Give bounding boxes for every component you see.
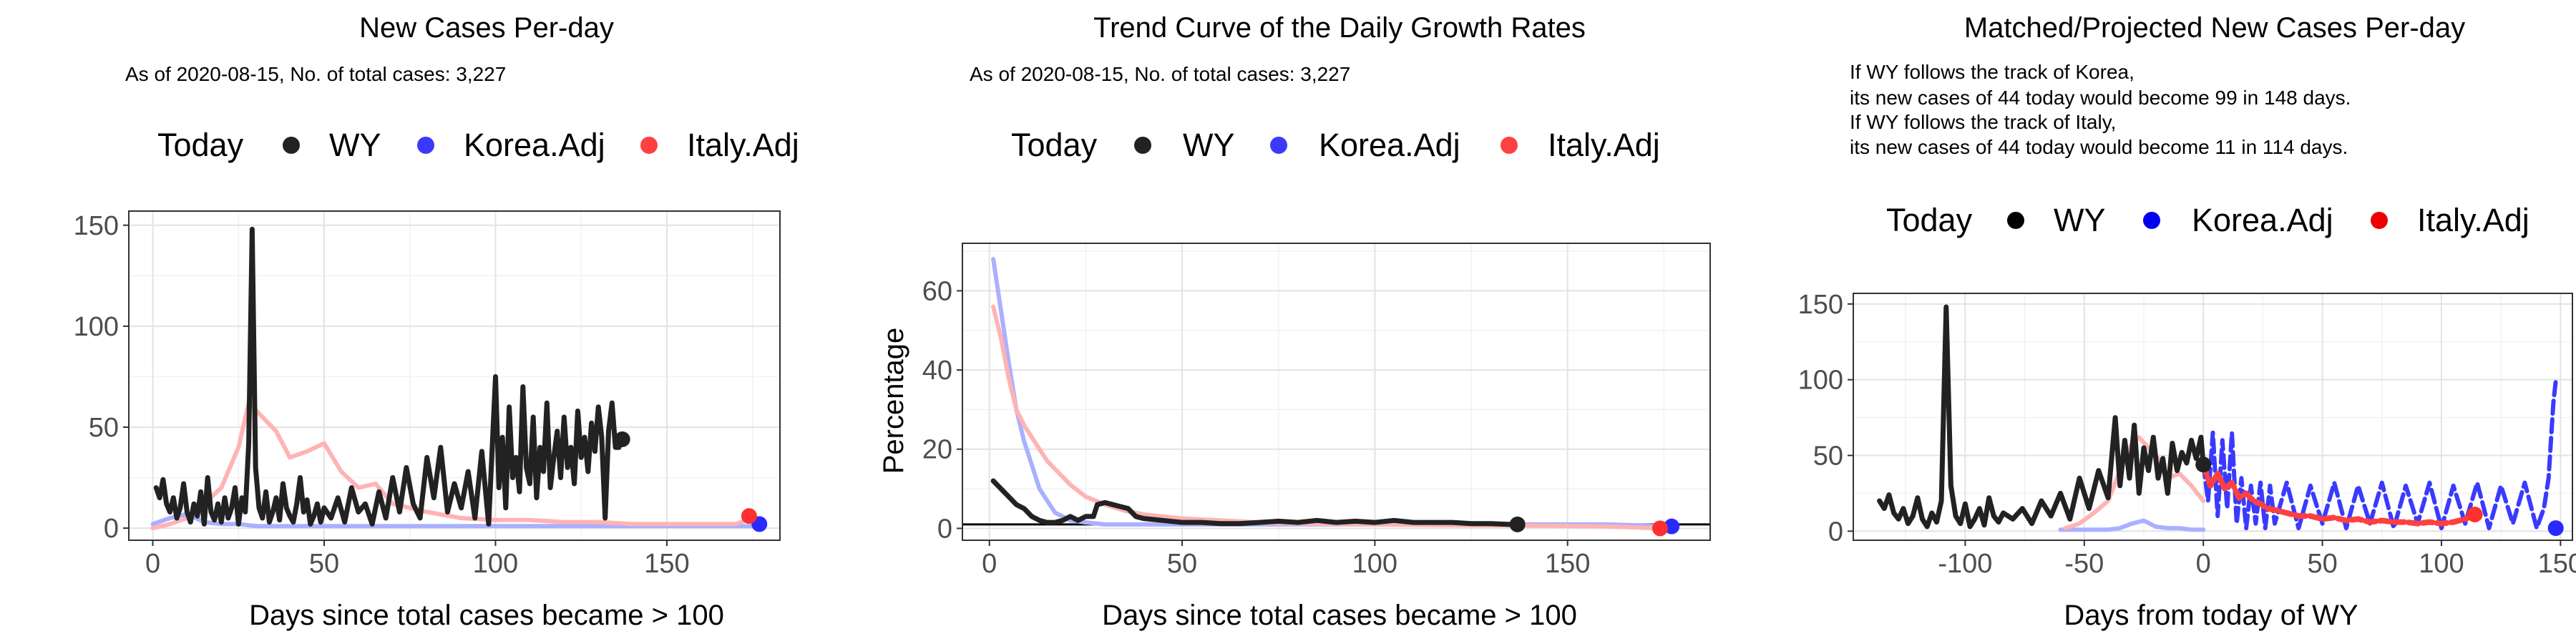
chart3-title: Matched/Projected New Cases Per-day bbox=[1964, 12, 2465, 44]
panel-border bbox=[128, 210, 781, 541]
y-tick-label: 0 bbox=[937, 514, 952, 544]
y-tick-label: 50 bbox=[89, 413, 119, 443]
today-point-korea-adj bbox=[2547, 520, 2564, 537]
y-tick-label: 100 bbox=[1798, 366, 1843, 396]
y-tick-label: 150 bbox=[1798, 290, 1843, 320]
legend2-wy-marker bbox=[1134, 137, 1151, 154]
panel-border bbox=[962, 243, 1711, 541]
legend2-italy-marker bbox=[1501, 137, 1518, 154]
chart3-plot: -100 -50 0 50 100 150 0 50 100 150 bbox=[1798, 290, 2576, 579]
legend2-korea-marker bbox=[1270, 137, 1287, 154]
today-point-italy-adj bbox=[741, 508, 757, 525]
today-point-italy-adj bbox=[1652, 520, 1668, 537]
series-italy-adj-line bbox=[150, 401, 755, 531]
chart1-title: New Cases Per-day bbox=[359, 12, 614, 44]
series-korea-adj-line bbox=[2058, 518, 2206, 532]
series-italy-adj-projected-line bbox=[2200, 462, 2478, 527]
series-italy-adj-line bbox=[2063, 435, 2206, 531]
legend1-italy-marker bbox=[640, 137, 658, 154]
chart1-legend: Today WY Korea.Adj Italy.Adj bbox=[157, 127, 799, 163]
x-tick-label: -100 bbox=[1938, 549, 1992, 579]
x-tick-label: 150 bbox=[1545, 549, 1590, 579]
chart2-subtitle: As of 2020-08-15, No. of total cases: 3,… bbox=[970, 63, 1350, 85]
legend3-italy-marker bbox=[2371, 212, 2388, 229]
chart1-xlabel: Days since total cases became > 100 bbox=[249, 600, 724, 631]
legend2-italy-label: Italy.Adj bbox=[1548, 127, 1660, 163]
legend2-wy-label: WY bbox=[1183, 127, 1235, 163]
chart3-subtitle-line2: its new cases of 44 today would become 9… bbox=[1850, 87, 2351, 109]
legend3-wy-marker bbox=[2007, 212, 2024, 229]
legend1-italy-label: Italy.Adj bbox=[687, 127, 799, 163]
series-wy-line bbox=[153, 226, 625, 527]
chart2-ylabel: Percentage bbox=[878, 328, 909, 474]
x-tick-label: 0 bbox=[982, 549, 997, 579]
x-tick-label: 0 bbox=[145, 549, 160, 579]
series-wy-line bbox=[990, 478, 1521, 527]
y-tick-label: 40 bbox=[922, 356, 952, 386]
x-tick-label: 150 bbox=[2538, 549, 2576, 579]
panel-border bbox=[1853, 293, 2573, 541]
x-tick-label: 50 bbox=[309, 549, 339, 579]
today-point-wy bbox=[1509, 516, 1526, 532]
legend1-korea-marker bbox=[417, 137, 434, 154]
series-italy-adj-line bbox=[991, 304, 1662, 531]
legend3-korea-marker bbox=[2143, 212, 2160, 229]
chart2-legend: Today WY Korea.Adj Italy.Adj bbox=[1011, 127, 1660, 163]
today-point-wy bbox=[2195, 457, 2212, 473]
series-wy-line bbox=[1877, 304, 2206, 530]
today-point-italy-adj bbox=[2467, 507, 2483, 523]
chart3-legend: Today WY Korea.Adj Italy.Adj bbox=[1886, 202, 2529, 238]
legend3-wy-label: WY bbox=[2054, 202, 2106, 238]
y-tick-label: 150 bbox=[74, 211, 119, 241]
legend3-korea-label: Korea.Adj bbox=[2192, 202, 2333, 238]
x-tick-label: 0 bbox=[2196, 549, 2211, 579]
x-tick-label: 100 bbox=[2419, 549, 2464, 579]
legend1-wy-marker bbox=[283, 137, 300, 154]
today-point-wy bbox=[614, 431, 630, 447]
y-tick-label: 100 bbox=[74, 312, 119, 342]
series-korea-adj-projected-line bbox=[2201, 379, 2558, 531]
x-tick-label: -50 bbox=[2064, 549, 2104, 579]
chart2-xlabel: Days since total cases became > 100 bbox=[1102, 600, 1577, 631]
today-point-korea-adj bbox=[1664, 518, 1680, 535]
chart1-plot: 0 50 100 150 0 50 100 150 bbox=[74, 210, 781, 579]
panel-projected-cases: Matched/Projected New Cases Per-day If W… bbox=[1798, 12, 2576, 631]
legend1-wy-label: WY bbox=[329, 127, 381, 163]
chart3-subtitle-line4: its new cases of 44 today would become 1… bbox=[1850, 136, 2348, 158]
chart2-plot: 0 50 100 150 0 20 40 60 bbox=[922, 243, 1711, 579]
legend2-korea-label: Korea.Adj bbox=[1319, 127, 1460, 163]
x-tick-label: 150 bbox=[644, 549, 689, 579]
y-tick-label: 50 bbox=[1813, 441, 1843, 471]
chart2-title: Trend Curve of the Daily Growth Rates bbox=[1093, 12, 1586, 44]
legend3-title: Today bbox=[1886, 202, 1973, 238]
legend2-title: Today bbox=[1011, 127, 1098, 163]
x-tick-label: 100 bbox=[473, 549, 518, 579]
chart3-xlabel: Days from today of WY bbox=[2064, 600, 2358, 631]
chart3-subtitle-line3: If WY follows the track of Italy, bbox=[1850, 111, 2116, 133]
x-tick-label: 50 bbox=[1167, 549, 1197, 579]
y-tick-label: 20 bbox=[922, 435, 952, 465]
series-korea-adj-line bbox=[991, 257, 1674, 529]
x-tick-label: 100 bbox=[1352, 549, 1397, 579]
legend1-korea-label: Korea.Adj bbox=[464, 127, 605, 163]
x-tick-label: 50 bbox=[2307, 549, 2337, 579]
chart3-subtitle-line1: If WY follows the track of Korea, bbox=[1850, 61, 2135, 83]
chart1-subtitle: As of 2020-08-15, No. of total cases: 3,… bbox=[125, 63, 506, 85]
panel-growth-rates: Trend Curve of the Daily Growth Rates As… bbox=[878, 12, 1711, 631]
legend1-title: Today bbox=[157, 127, 244, 163]
panel-new-cases: New Cases Per-day As of 2020-08-15, No. … bbox=[74, 12, 799, 631]
y-tick-label: 0 bbox=[1828, 517, 1843, 547]
y-tick-label: 60 bbox=[922, 276, 952, 306]
legend3-italy-label: Italy.Adj bbox=[2417, 202, 2529, 238]
y-tick-label: 0 bbox=[104, 514, 119, 544]
